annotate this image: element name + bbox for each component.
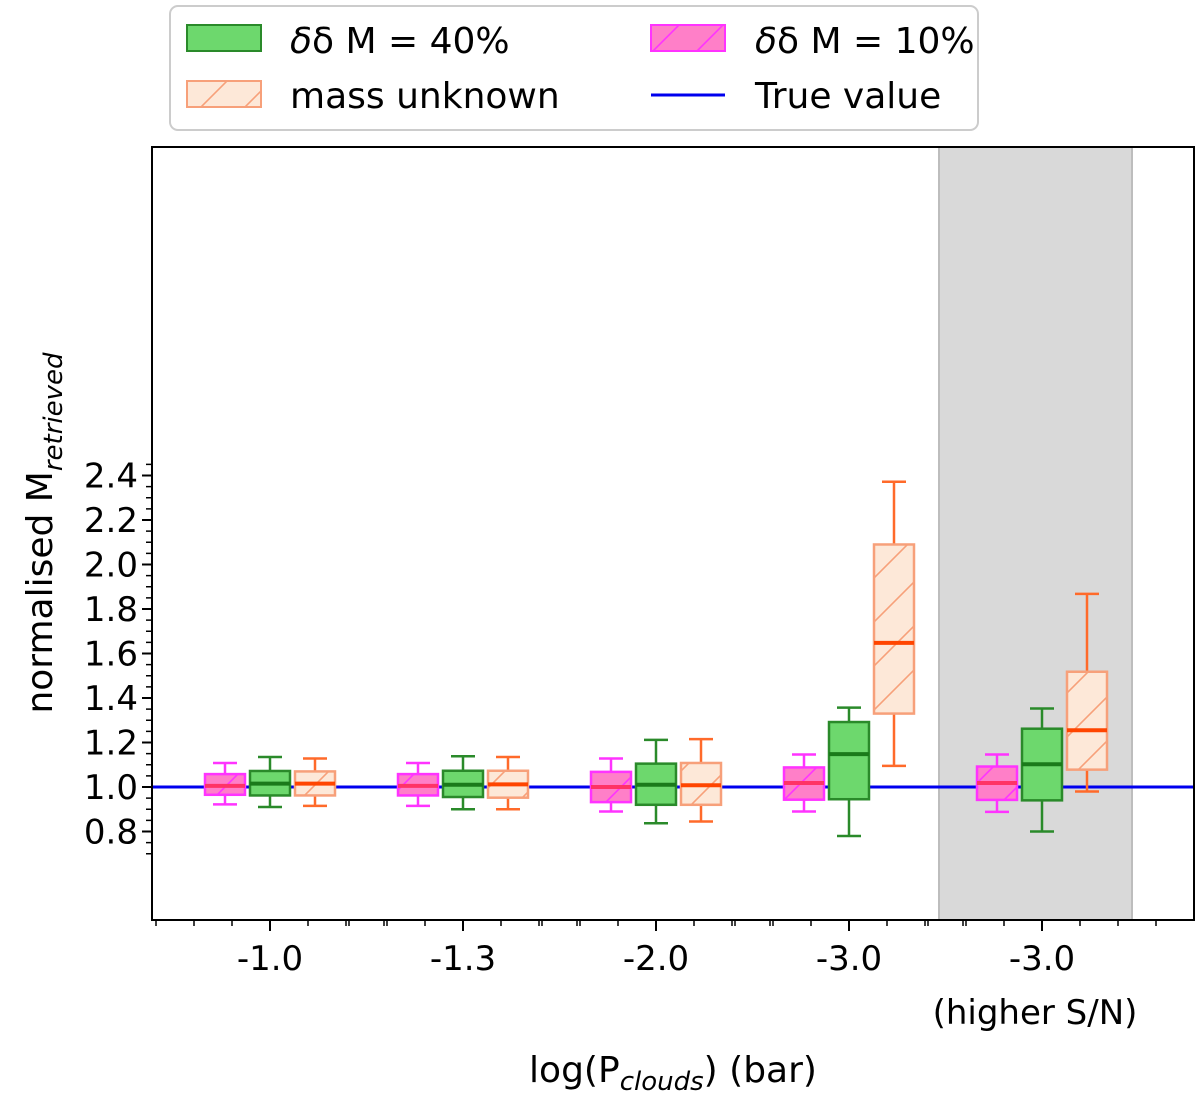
- legend-label-true-value: True value: [754, 76, 941, 117]
- axis-layer: 0.8 1.01.2 1.41.6 1.82.0 2.22.4 -1.0 -1.3 -2.0 -…: [84, 457, 1157, 1033]
- legend-label-mass-unknown: mass unknown: [290, 76, 560, 117]
- box-layer: [203, 480, 1109, 838]
- y-tick-label-1.2: 1.2: [84, 724, 138, 764]
- y-tick-label-2.0: 2.0: [84, 546, 138, 586]
- box-delta10-1: [396, 761, 440, 808]
- y-tick-label-1.0: 1.0: [84, 768, 138, 808]
- y-tick-label-1.6: 1.6: [84, 635, 138, 675]
- plot-frame: [151, 146, 1195, 921]
- box-delta40-0: [248, 755, 292, 809]
- legend-label-delta40: δδ M = 40%: [290, 21, 510, 62]
- x-tick-label-2: -2.0: [623, 939, 689, 979]
- x-tick-label-0: -1.0: [237, 939, 303, 979]
- box-mass-unknown-0: [293, 757, 337, 808]
- legend: δδ M = 40% δδ M = 10% mass unknown True …: [169, 5, 979, 131]
- legend-swatch-mass-unknown-hatch: [187, 81, 261, 107]
- box-mass-unknown-4: [1065, 592, 1109, 793]
- y-axis-label: normalised Mretrieved: [20, 352, 69, 714]
- box-hatch: [874, 544, 914, 714]
- y-tick-label-2.2: 2.2: [84, 501, 138, 541]
- y-tick-label-0.8: 0.8: [84, 813, 138, 853]
- box-delta40-2: [634, 738, 678, 825]
- box-mass-unknown-3: [872, 480, 916, 768]
- legend-swatch-delta40: [186, 24, 262, 52]
- y-tick-label-2.4: 2.4: [84, 457, 138, 497]
- x-tick-label-4: -3.0: [1009, 939, 1075, 979]
- box-mass-unknown-1: [486, 755, 530, 811]
- box-delta40-1: [441, 755, 485, 811]
- legend-frame: [169, 5, 979, 131]
- box-delta10-4: [975, 753, 1019, 814]
- box-body: [827, 720, 871, 801]
- x-axis-label: log(Pclouds) (bar): [529, 1050, 817, 1096]
- box-hatch: [1067, 671, 1107, 770]
- box-delta40-4: [1020, 707, 1064, 833]
- x-tick-label-3: -3.0: [816, 939, 882, 979]
- box-delta40-3: [827, 706, 871, 838]
- y-tick-label-1.8: 1.8: [84, 590, 138, 630]
- y-tick-label-1.4: 1.4: [84, 679, 138, 719]
- highlight-region-higher-sn: [938, 146, 1133, 921]
- box-delta10-3: [782, 753, 826, 813]
- box-delta10-2: [589, 757, 633, 813]
- highlight-layer: [938, 146, 1133, 921]
- box-delta10-0: [203, 761, 247, 806]
- legend-label-delta10: δδ M = 10%: [755, 21, 975, 62]
- x-tick-label-1: -1.3: [430, 939, 496, 979]
- box-mass-unknown-2: [679, 737, 723, 823]
- legend-swatch-delta10-hatch: [651, 25, 725, 51]
- x-tick-note-4: (higher S/N): [933, 993, 1138, 1033]
